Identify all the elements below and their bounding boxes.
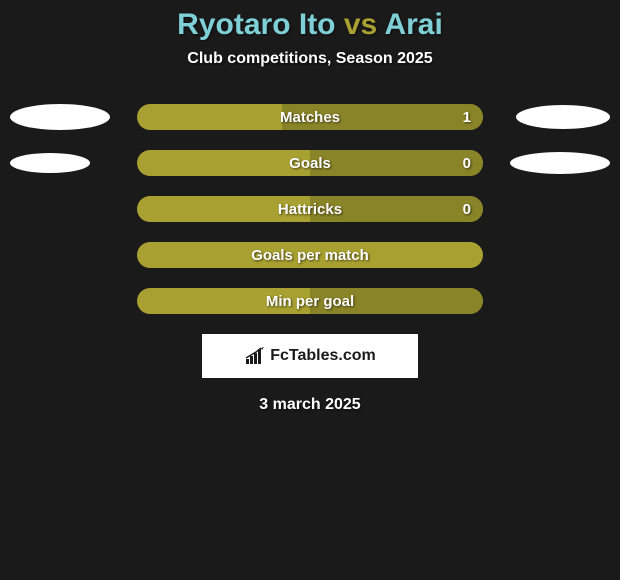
date-text: 3 march 2025: [0, 396, 620, 414]
stat-bar: Matches 1: [137, 104, 483, 130]
player1-name: Ryotaro Ito: [177, 8, 335, 41]
stats-area: Matches 1 Goals 0 Hattricks 0: [0, 104, 620, 314]
logo-text: FcTables.com: [270, 347, 376, 365]
stat-bar-fill: [310, 150, 483, 176]
stat-value-right: 0: [463, 155, 471, 172]
stat-label: Matches: [280, 109, 340, 126]
bar-chart-icon: [244, 347, 266, 365]
player2-name: Arai: [384, 8, 442, 41]
infographic-container: Ryotaro Ito vs Arai Club competitions, S…: [0, 0, 620, 580]
stat-value-right: 0: [463, 201, 471, 218]
logo-box: FcTables.com: [202, 334, 418, 378]
ellipse-decor-right-0: [516, 105, 610, 129]
stat-bar: Hattricks 0: [137, 196, 483, 222]
stat-value-right: 1: [463, 109, 471, 126]
stat-row-goals: Goals 0: [0, 150, 620, 176]
ellipse-decor-right-1: [510, 152, 610, 174]
stat-bar: Goals per match: [137, 242, 483, 268]
stat-row-minpergoal: Min per goal: [0, 288, 620, 314]
stat-label: Goals: [289, 155, 331, 172]
stat-row-matches: Matches 1: [0, 104, 620, 130]
stat-row-goalspermatch: Goals per match: [0, 242, 620, 268]
vs-text: vs: [344, 8, 377, 41]
stat-bar: Goals 0: [137, 150, 483, 176]
ellipse-decor-left-0: [10, 104, 110, 130]
stat-bar: Min per goal: [137, 288, 483, 314]
stat-label: Min per goal: [266, 293, 354, 310]
comparison-title: Ryotaro Ito vs Arai: [0, 0, 620, 42]
stat-row-hattricks: Hattricks 0: [0, 196, 620, 222]
stat-label: Hattricks: [278, 201, 342, 218]
ellipse-decor-left-1: [10, 153, 90, 173]
stat-label: Goals per match: [251, 247, 369, 264]
subtitle: Club competitions, Season 2025: [0, 50, 620, 68]
